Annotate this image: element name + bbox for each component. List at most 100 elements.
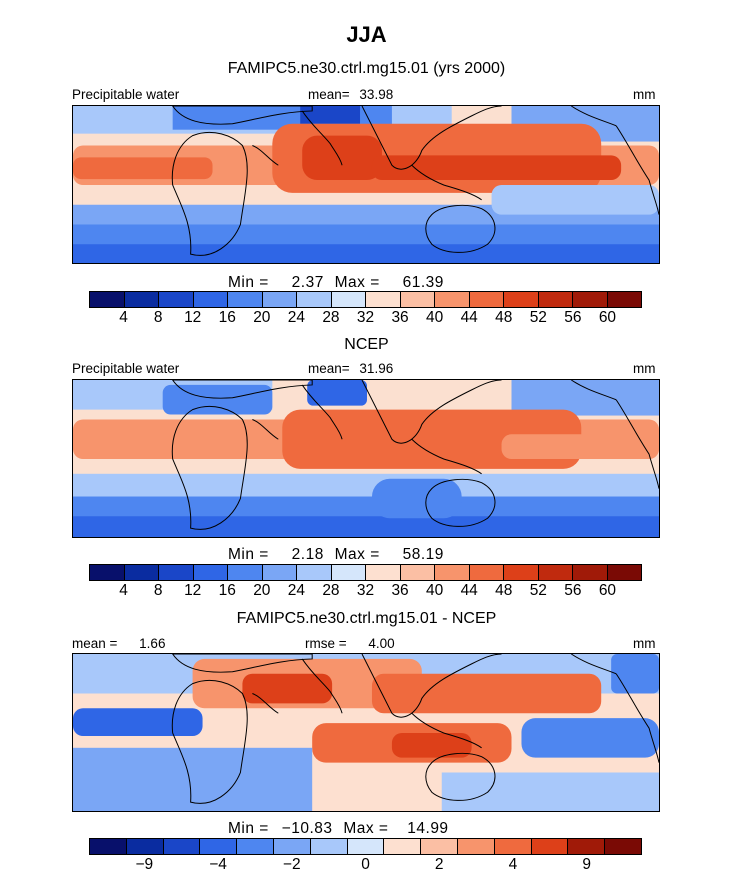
colorbar-swatch [347, 839, 385, 854]
coastline [301, 110, 343, 166]
panel3-map [72, 653, 660, 812]
colorbar-swatch [90, 292, 125, 307]
field-region [73, 708, 203, 736]
coastline [252, 419, 279, 440]
colorbar-tick-label: 40 [426, 309, 444, 326]
colorbar-tick-label: 48 [495, 309, 513, 326]
panel1-variable-label: Precipitable water [72, 87, 180, 102]
colorbar-tick-label: 44 [460, 309, 478, 326]
diff-panel-title: FAMIPC5.ne30.ctrl.mg15.01 - NCEP [236, 610, 497, 627]
coastline [571, 654, 617, 675]
coastline [411, 712, 482, 749]
map-field [73, 654, 659, 811]
panel2-map [72, 379, 660, 538]
colorbar-tick-label: 12 [184, 582, 202, 599]
field-region [371, 478, 462, 519]
field-region [73, 244, 659, 263]
coastline [361, 380, 502, 444]
model-panel-title: FAMIPC5.ne30.ctrl.mg15.01 (yrs 2000) [227, 60, 506, 77]
panel1-mean-value: 33.98 [359, 87, 394, 102]
colorbar-tick-label: 4 [508, 856, 518, 873]
panel2-mean: mean= 31.96 [308, 361, 393, 376]
panel1-mean: mean= 33.98 [308, 87, 393, 102]
panel3-rmse: rmse = 4.00 [305, 636, 395, 651]
colorbar-swatch [435, 292, 470, 307]
panel2-minmax: Min = 2.18 Max = 58.19 [228, 546, 444, 564]
colorbar-tick-label: 4 [119, 309, 128, 326]
colorbar-tick-label: 56 [564, 582, 582, 599]
colorbar-tick-label: 24 [287, 309, 305, 326]
field-region [491, 184, 659, 215]
coastline [301, 658, 343, 714]
coastline [361, 106, 502, 170]
colorbar-tick-label: 60 [598, 582, 617, 599]
field-region [371, 155, 622, 181]
panel2-colorbar-ticks: 4 8 12 16 20 24 28 32 36 40 44 48 52 56 60 [89, 582, 642, 600]
field-region [611, 654, 659, 694]
colorbar-tick-label: 16 [218, 309, 236, 326]
colorbar-swatch [159, 292, 194, 307]
colorbar-swatch [262, 565, 297, 580]
coastline [571, 380, 617, 401]
panel2-min-value: 2.18 [291, 546, 324, 563]
field-region [441, 772, 659, 811]
colorbar-swatch [538, 292, 573, 307]
colorbar-tick-label: 24 [287, 582, 305, 599]
colorbar-swatch [435, 565, 470, 580]
colorbar-swatch [400, 565, 435, 580]
panel1-max-label: Max = [334, 274, 380, 291]
map-field [73, 380, 659, 537]
colorbar-tick-label: 56 [564, 309, 582, 326]
colorbar-tick-label: 16 [218, 582, 236, 599]
panel3-max-value: 14.99 [407, 820, 449, 837]
panel3-minmax: Min = −10.83 Max = 14.99 [228, 820, 449, 838]
panel1-colorbar [89, 291, 642, 308]
colorbar-swatch [366, 292, 401, 307]
panel3-units: mm [633, 636, 656, 651]
panel2-variable-label: Precipitable water [72, 361, 180, 376]
panel1-min-label: Min = [228, 274, 269, 291]
panel1-min-value: 2.37 [291, 274, 324, 291]
colorbar-tick-label: 52 [529, 309, 547, 326]
panel1-max-value: 61.39 [402, 274, 444, 291]
colorbar-tick-label: 52 [529, 582, 547, 599]
field-region [300, 106, 361, 124]
coastline [171, 405, 248, 530]
panel3-mean: mean = 1.66 [72, 636, 165, 651]
colorbar-tick-label: −9 [135, 856, 154, 873]
colorbar-tick-label: 12 [184, 309, 202, 326]
panel3-mean-label: mean = [72, 636, 118, 651]
colorbar-tick-label: 48 [495, 582, 513, 599]
colorbar-swatch [504, 565, 539, 580]
colorbar-swatch [228, 292, 263, 307]
colorbar-tick-label: 0 [361, 856, 370, 873]
panel2-min-label: Min = [228, 546, 269, 563]
panel3-colorbar-ticks: −9 −4 −2 0 2 4 9 [89, 856, 642, 874]
coastline [425, 752, 496, 801]
colorbar-tick-label: 36 [391, 309, 409, 326]
panel1-minmax: Min = 2.37 Max = 61.39 [228, 274, 444, 292]
colorbar-swatch [607, 292, 641, 307]
season-title: JJA [346, 22, 387, 47]
panel2-mean-value: 31.96 [359, 361, 394, 376]
colorbar-swatch [331, 292, 366, 307]
colorbar-swatch [159, 565, 194, 580]
field-region [73, 516, 659, 537]
colorbar-swatch [568, 839, 606, 854]
field-region [73, 747, 313, 811]
colorbar-swatch [469, 292, 504, 307]
coastline [361, 654, 502, 718]
field-region [371, 673, 602, 714]
coastline [171, 679, 248, 804]
colorbar-swatch [384, 839, 422, 854]
panel3-colorbar [89, 838, 642, 855]
colorbar-swatch [124, 292, 159, 307]
panel3-max-label: Max = [343, 820, 389, 837]
panel3-min-value: −10.83 [281, 820, 333, 837]
colorbar-swatch [504, 292, 539, 307]
field-region [162, 384, 273, 415]
panel1-colorbar-ticks: 4 8 12 16 20 24 28 32 36 40 44 48 52 56 60 [89, 309, 642, 327]
colorbar-tick-label: 20 [253, 582, 271, 599]
colorbar-swatch [163, 839, 201, 854]
colorbar-swatch [366, 565, 401, 580]
